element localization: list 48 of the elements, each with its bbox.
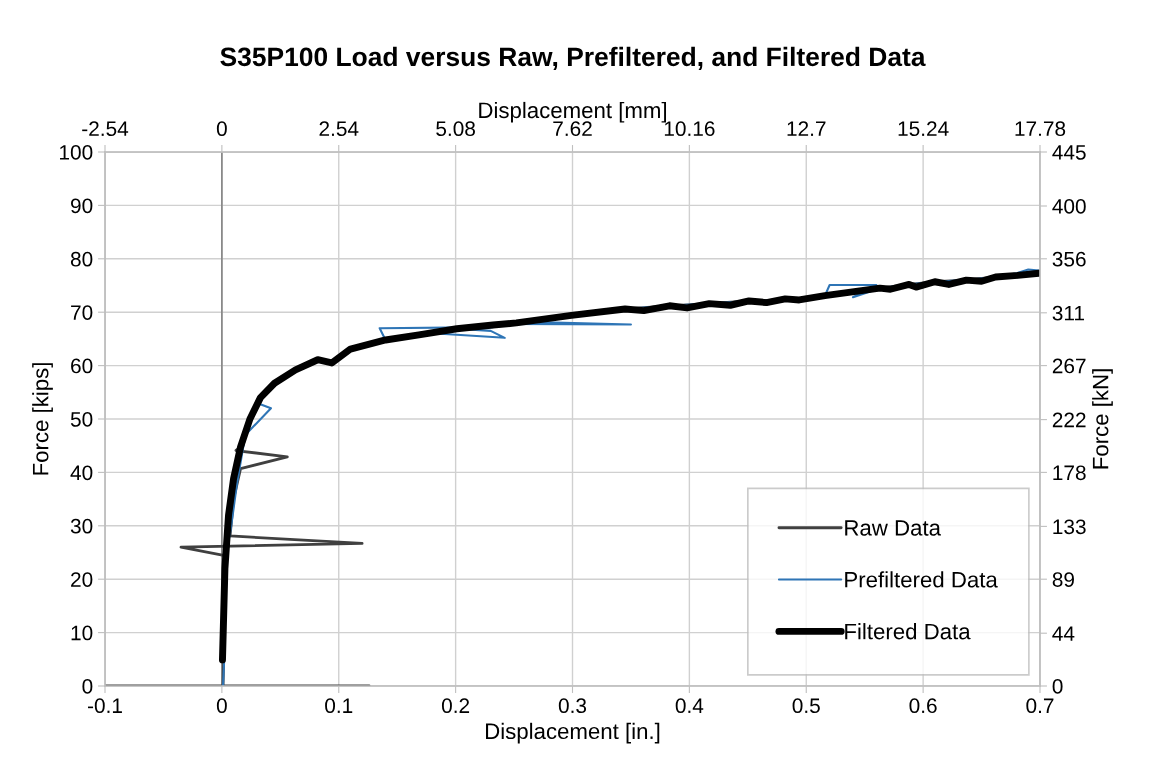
chart-title: S35P100 Load versus Raw, Prefiltered, and Filtered Data bbox=[220, 46, 926, 70]
x2-tick-label: 15.24 bbox=[898, 121, 949, 137]
x-tick-label: 0.4 bbox=[675, 698, 704, 714]
y-axis-title: Force [kips] bbox=[32, 363, 53, 475]
y2-tick-label: 311 bbox=[1052, 305, 1085, 321]
x2-tick-label: 0 bbox=[216, 121, 227, 137]
y-tick-label: 70 bbox=[71, 305, 93, 320]
y-tick-label: 20 bbox=[71, 572, 93, 587]
x-tick-label: 0.7 bbox=[1026, 698, 1054, 714]
y-tick-label: 100 bbox=[60, 145, 93, 160]
x2-tick-label: 2.54 bbox=[319, 121, 359, 137]
legend-label: Raw Data bbox=[845, 520, 941, 536]
y-tick-label: 30 bbox=[70, 518, 93, 534]
y-tick-label: 0 bbox=[82, 679, 93, 694]
x2-tick-label: 12.7 bbox=[787, 121, 826, 136]
y2-tick-label: 89 bbox=[1052, 572, 1074, 587]
y2-tick-label: 178 bbox=[1053, 465, 1086, 481]
x2-tick-label: 7.62 bbox=[553, 121, 592, 137]
x2-axis-title: Displacement [mm] bbox=[479, 101, 667, 123]
x-tick-label: 0 bbox=[216, 698, 227, 714]
y2-tick-label: 133 bbox=[1053, 519, 1086, 535]
x-tick-label: 0.6 bbox=[909, 698, 937, 714]
y2-tick-label: 445 bbox=[1052, 145, 1086, 160]
y2-tick-label: 400 bbox=[1052, 199, 1086, 214]
x-tick-label: 0.2 bbox=[441, 698, 470, 714]
x-tick-label: -0.1 bbox=[87, 698, 122, 714]
x2-tick-label: 17.78 bbox=[1015, 121, 1066, 137]
y2-tick-label: 44 bbox=[1052, 626, 1075, 641]
y-tick-label: 90 bbox=[71, 198, 93, 214]
y-tick-label: 60 bbox=[71, 358, 93, 374]
x-axis-title: Displacement [in.] bbox=[486, 722, 660, 744]
legend-label: Filtered Data bbox=[845, 623, 971, 640]
x-tick-label: 0.3 bbox=[558, 698, 587, 714]
x2-tick-label: -2.54 bbox=[82, 121, 129, 137]
x2-tick-label: 10.16 bbox=[664, 121, 715, 137]
y2-axis-title: Force [kN] bbox=[1092, 369, 1113, 469]
y-tick-label: 50 bbox=[70, 412, 93, 427]
x-tick-label: 0.5 bbox=[792, 698, 820, 714]
y-tick-label: 10 bbox=[71, 625, 93, 641]
y2-tick-label: 356 bbox=[1052, 251, 1086, 267]
y2-tick-label: 222 bbox=[1052, 412, 1086, 428]
y2-tick-label: 267 bbox=[1052, 358, 1086, 374]
y-tick-label: 40 bbox=[70, 465, 93, 481]
x2-tick-label: 5.08 bbox=[436, 121, 475, 137]
y2-tick-label: 0 bbox=[1052, 679, 1063, 694]
y-tick-label: 80 bbox=[70, 251, 93, 267]
x-tick-label: 0.1 bbox=[325, 698, 353, 714]
legend-label: Prefiltered Data bbox=[845, 571, 998, 588]
